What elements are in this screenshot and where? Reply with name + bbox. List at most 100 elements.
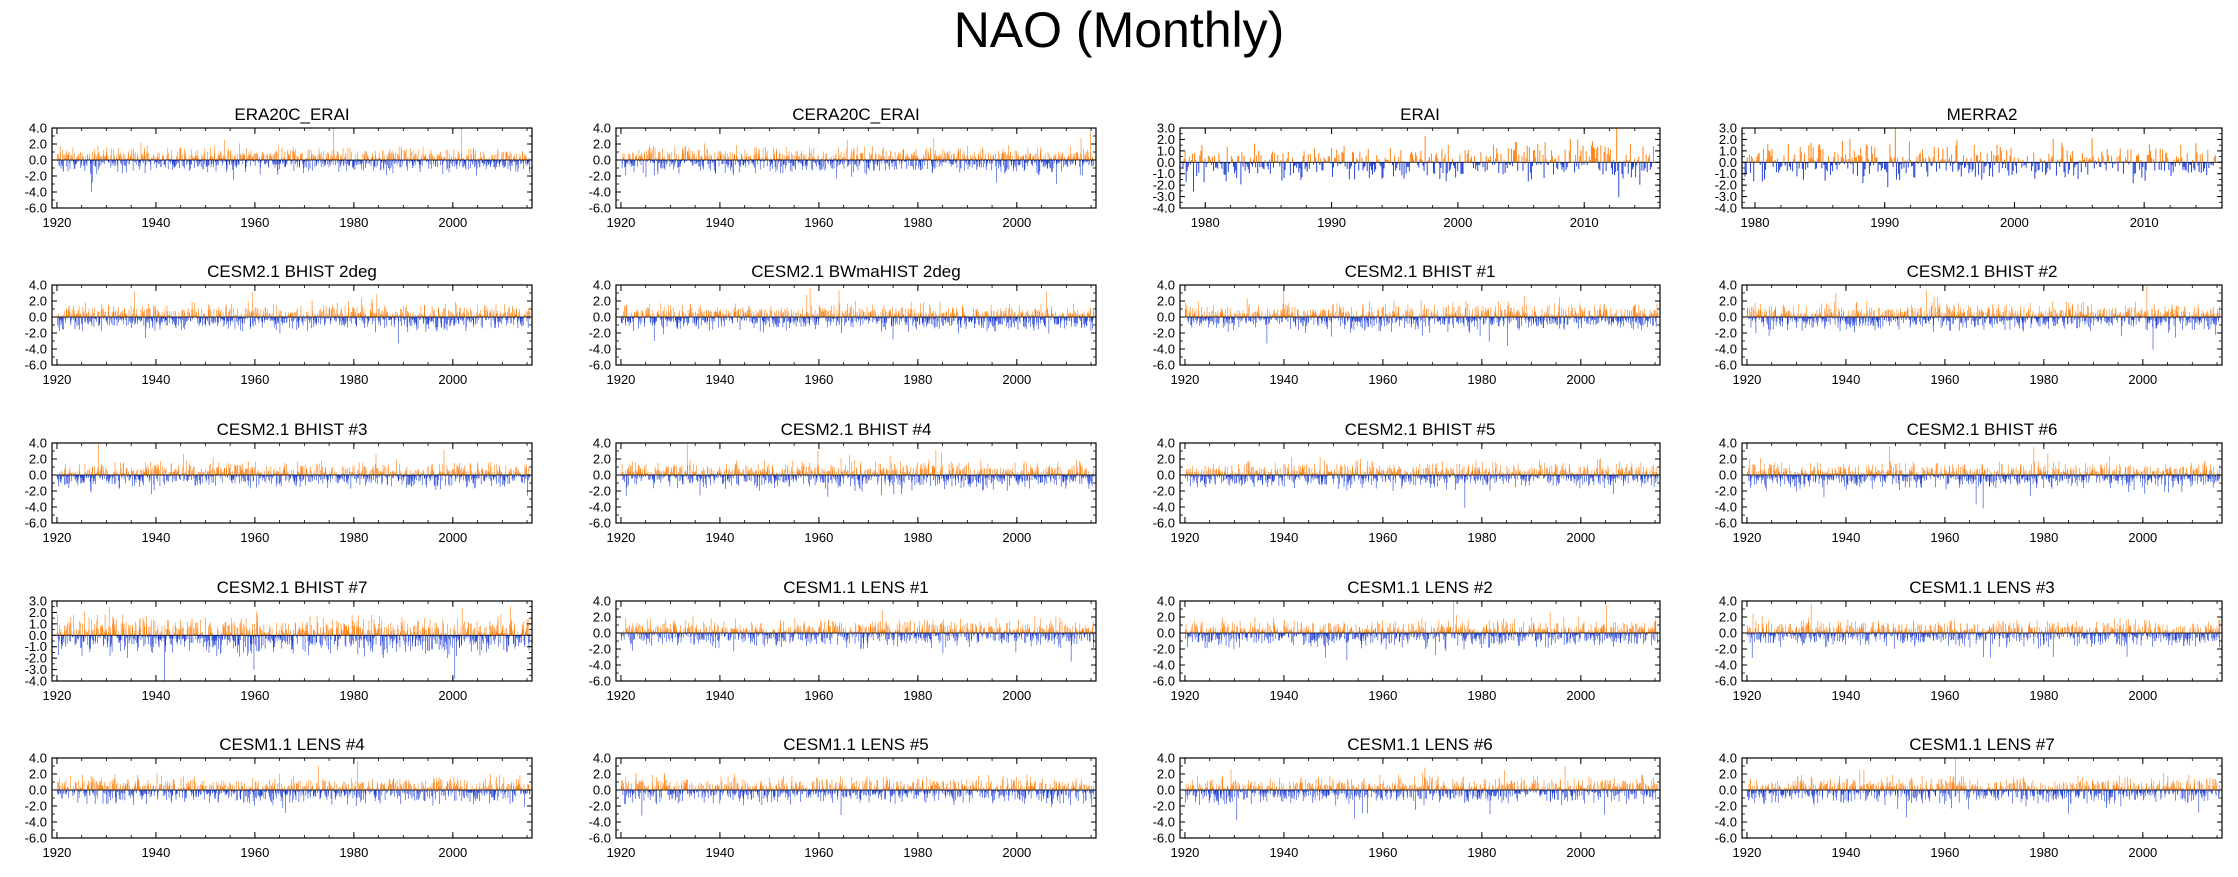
bar	[107, 155, 108, 160]
bar	[413, 160, 414, 167]
bar	[459, 160, 461, 167]
bar	[319, 156, 320, 160]
bar	[511, 160, 512, 165]
bar	[361, 160, 362, 170]
bar	[1929, 158, 1931, 163]
bar	[724, 155, 726, 160]
bar	[1808, 145, 1810, 163]
bar	[684, 160, 685, 163]
bar	[756, 147, 757, 160]
bar	[1315, 157, 1317, 163]
bar	[169, 160, 171, 164]
bar	[443, 308, 444, 317]
bar	[122, 153, 124, 160]
bar	[491, 160, 492, 163]
bar	[1599, 162, 1601, 171]
bar	[341, 160, 343, 163]
bar	[474, 160, 475, 168]
bar	[412, 160, 414, 168]
x-tick-label: 1920	[42, 215, 71, 230]
bar	[626, 304, 628, 317]
bar	[320, 308, 322, 317]
bar	[323, 310, 325, 317]
bar	[683, 149, 685, 160]
bar	[336, 317, 337, 322]
bar	[113, 311, 115, 317]
bar	[361, 317, 363, 322]
bar	[888, 160, 890, 167]
bar	[283, 157, 284, 160]
bar	[409, 158, 411, 160]
bar	[416, 317, 418, 331]
bar	[1372, 162, 1373, 175]
bar	[344, 160, 346, 165]
bar	[148, 160, 150, 162]
bar	[2088, 159, 2090, 163]
bar	[702, 160, 704, 168]
bar	[2038, 162, 2040, 170]
bar	[1053, 160, 1055, 164]
bar	[813, 147, 815, 160]
bar	[183, 310, 185, 317]
bar	[990, 153, 992, 160]
bar	[483, 160, 485, 165]
bar	[327, 313, 329, 317]
bar	[436, 154, 438, 160]
bar	[905, 155, 906, 160]
bar	[505, 312, 506, 317]
bar	[1336, 149, 1338, 163]
bar	[374, 160, 376, 166]
bar	[258, 317, 260, 323]
bar	[397, 158, 399, 160]
bar	[268, 160, 270, 168]
bar	[116, 154, 118, 160]
bar	[1605, 162, 1607, 171]
bar	[306, 157, 307, 160]
bar	[699, 160, 700, 167]
bar	[92, 308, 93, 317]
bar	[1453, 162, 1454, 166]
bar	[400, 317, 402, 322]
bar	[432, 155, 433, 160]
bar	[468, 160, 469, 170]
bar	[68, 152, 70, 160]
bar	[284, 160, 285, 167]
bar	[242, 153, 244, 160]
bar	[1304, 162, 1306, 170]
bar	[1864, 162, 1866, 170]
bar	[363, 308, 365, 317]
bar	[157, 157, 159, 160]
bar	[362, 305, 363, 317]
bar	[916, 160, 917, 166]
bar	[994, 160, 996, 166]
bar	[441, 158, 443, 160]
bar	[345, 317, 347, 323]
bar	[1057, 160, 1059, 164]
bar	[1356, 158, 1358, 163]
bar	[657, 160, 658, 171]
bar	[324, 160, 325, 165]
bar	[408, 157, 410, 160]
bar	[938, 160, 940, 167]
bar	[642, 160, 644, 173]
bar	[1952, 162, 1954, 172]
bar	[228, 317, 229, 329]
bar	[924, 160, 926, 166]
bar	[404, 160, 405, 162]
bar	[678, 317, 680, 324]
bar	[2125, 157, 2127, 163]
bar	[440, 156, 442, 160]
bar	[238, 160, 240, 165]
bar	[517, 160, 519, 173]
bar	[252, 292, 254, 317]
bar	[996, 160, 997, 183]
bar	[1997, 155, 1999, 163]
bar	[1819, 144, 1821, 163]
bar	[2199, 154, 2201, 163]
bar	[905, 156, 907, 160]
bar	[196, 160, 197, 163]
bar	[241, 157, 242, 160]
bar	[625, 317, 627, 322]
bar	[1318, 153, 1320, 163]
bar	[419, 160, 421, 169]
